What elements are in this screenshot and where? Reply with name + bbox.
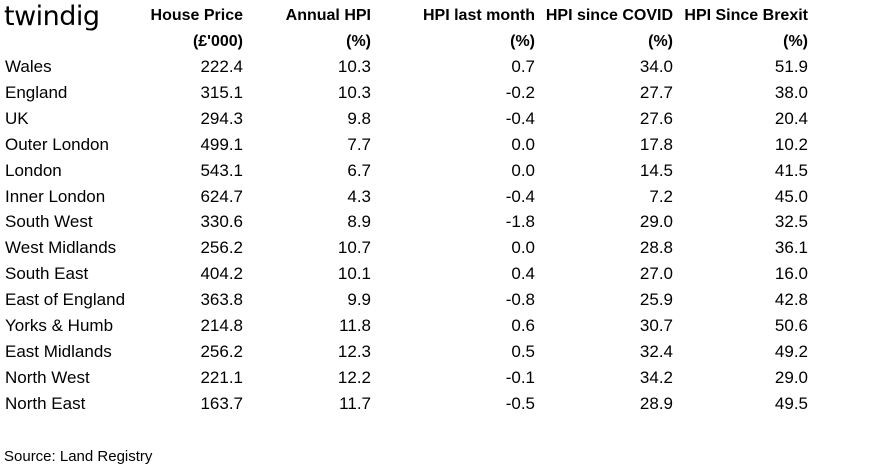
header-house-price: House Price	[150, 7, 243, 24]
table-cell-hpi-since-brexit: 50.6	[774, 316, 808, 335]
row-label: Wales	[5, 57, 52, 76]
header-hpi-since-covid-unit: (%)	[648, 33, 673, 50]
table-cell-hpi-since-brexit: 45.0	[774, 186, 808, 206]
table-cell-hpi-since-covid: 25.9	[639, 290, 673, 310]
table-cell-annual-hpi: 10.7	[337, 238, 371, 258]
row-label: West Midlands	[5, 238, 117, 258]
twindig-logo: twindig	[4, 1, 100, 32]
table-cell-house-price: 256.2	[200, 341, 243, 361]
header-hpi-since-brexit: HPI Since Brexit	[684, 7, 808, 24]
table-cell-hpi-since-brexit: 41.5	[774, 160, 808, 180]
table-cell-house-price: 221.1	[200, 367, 243, 387]
table-cell-hpi-since-brexit: 49.5	[774, 393, 808, 413]
table-cell-hpi-last-month: 0.6	[511, 316, 535, 335]
table-cell-hpi-since-brexit: 42.8	[774, 290, 808, 310]
table-cell-hpi-last-month: -0.4	[505, 108, 535, 128]
header-house-price-unit: (£'000)	[192, 33, 243, 50]
table-cell-annual-hpi: 10.3	[337, 57, 371, 76]
table-cell-hpi-since-covid: 30.7	[639, 316, 673, 335]
table-cell-hpi-since-brexit: 20.4	[774, 108, 808, 128]
table-cell-hpi-since-covid: 14.5	[639, 160, 673, 180]
row-label: North West	[5, 367, 90, 387]
header-annual-hpi: Annual HPI	[285, 7, 371, 24]
table-cell-hpi-since-covid: 27.0	[639, 264, 673, 284]
table-cell-hpi-last-month: -0.1	[505, 367, 535, 387]
table-cell-hpi-since-covid: 28.9	[639, 393, 673, 413]
table-cell-hpi-last-month: -0.4	[505, 186, 535, 206]
table-cell-hpi-since-brexit: 10.2	[774, 134, 808, 154]
table-cell-hpi-since-covid: 27.7	[639, 82, 673, 102]
source-note: Source: Land Registry	[4, 448, 153, 465]
table-cell-hpi-since-covid: 32.4	[639, 341, 673, 361]
table-cell-house-price: 363.8	[200, 290, 243, 310]
table-cell-hpi-last-month: 0.4	[511, 264, 535, 284]
table-cell-house-price: 543.1	[200, 160, 243, 180]
row-label: South East	[5, 264, 89, 284]
table-cell-house-price: 624.7	[200, 186, 243, 206]
table-cell-hpi-last-month: -0.2	[505, 82, 535, 102]
table-cell-hpi-last-month: -0.5	[505, 393, 535, 413]
row-label: Yorks & Humb	[5, 316, 114, 335]
table-cell-hpi-since-covid: 28.8	[639, 238, 673, 258]
table-cell-annual-hpi: 7.7	[347, 134, 371, 154]
header-annual-hpi-unit: (%)	[346, 33, 371, 50]
table-cell-house-price: 163.7	[200, 393, 243, 413]
table-cell-house-price: 315.1	[200, 82, 243, 102]
table-cell-house-price: 214.8	[200, 316, 243, 335]
table-cell-annual-hpi: 4.3	[347, 186, 371, 206]
row-label: Inner London	[5, 186, 106, 206]
table-cell-annual-hpi: 12.2	[337, 367, 371, 387]
table-cell-hpi-since-covid: 27.6	[639, 108, 673, 128]
table-cell-hpi-since-brexit: 29.0	[774, 367, 808, 387]
row-label: East of England	[5, 290, 126, 310]
table-cell-house-price: 222.4	[200, 57, 243, 76]
header-hpi-last-month-unit: (%)	[510, 33, 535, 50]
table-cell-house-price: 330.6	[200, 212, 243, 232]
table-cell-hpi-since-brexit: 38.0	[774, 82, 808, 102]
table-cell-annual-hpi: 10.3	[337, 82, 371, 102]
table-cell-annual-hpi: 11.8	[339, 316, 371, 335]
row-label: UK	[5, 108, 29, 128]
table-cell-house-price: 499.1	[200, 134, 243, 154]
header-hpi-since-covid: HPI since COVID	[545, 7, 673, 24]
table-cell-hpi-since-brexit: 16.0	[774, 264, 808, 284]
row-label: South West	[5, 212, 93, 232]
row-label: London	[5, 160, 62, 180]
table-cell-hpi-last-month: 0.7	[511, 57, 535, 76]
table-cell-hpi-last-month: -1.8	[505, 212, 535, 232]
table-cell-hpi-last-month: 0.0	[511, 160, 535, 180]
table-cell-hpi-since-brexit: 49.2	[774, 341, 808, 361]
table-cell-hpi-last-month: 0.0	[511, 134, 535, 154]
table-cell-hpi-since-covid: 34.0	[639, 57, 673, 76]
row-label: Outer London	[5, 134, 109, 154]
table-cell-annual-hpi: 9.8	[347, 108, 371, 128]
table-cell-hpi-since-covid: 34.2	[639, 367, 673, 387]
table-cell-house-price: 294.3	[200, 108, 243, 128]
table-cell-hpi-last-month: 0.0	[511, 238, 535, 258]
table-cell-annual-hpi: 8.9	[347, 212, 371, 232]
table-cell-house-price: 404.2	[200, 264, 243, 284]
table-cell-hpi-since-brexit: 36.1	[774, 238, 808, 258]
table-cell-annual-hpi: 9.9	[347, 290, 371, 310]
row-label: East Midlands	[5, 341, 112, 361]
table-cell-house-price: 256.2	[200, 238, 243, 258]
table-cell-hpi-since-brexit: 51.9	[774, 57, 808, 76]
table-cell-hpi-since-brexit: 32.5	[774, 212, 808, 232]
row-label: England	[5, 82, 68, 102]
table-cell-annual-hpi: 6.7	[347, 160, 371, 180]
table-cell-annual-hpi: 11.7	[339, 393, 371, 413]
table-cell-hpi-since-covid: 7.2	[649, 186, 673, 206]
row-label: North East	[5, 393, 86, 413]
table-cell-hpi-since-covid: 17.8	[639, 134, 673, 154]
table-cell-hpi-last-month: -0.8	[505, 290, 535, 310]
table-cell-annual-hpi: 12.3	[337, 341, 371, 361]
table-cell-annual-hpi: 10.1	[337, 264, 371, 284]
table-cell-hpi-last-month: 0.5	[511, 341, 535, 361]
header-hpi-last-month: HPI last month	[422, 7, 535, 24]
table-cell-hpi-since-covid: 29.0	[639, 212, 673, 232]
header-hpi-since-brexit-unit: (%)	[783, 33, 808, 50]
